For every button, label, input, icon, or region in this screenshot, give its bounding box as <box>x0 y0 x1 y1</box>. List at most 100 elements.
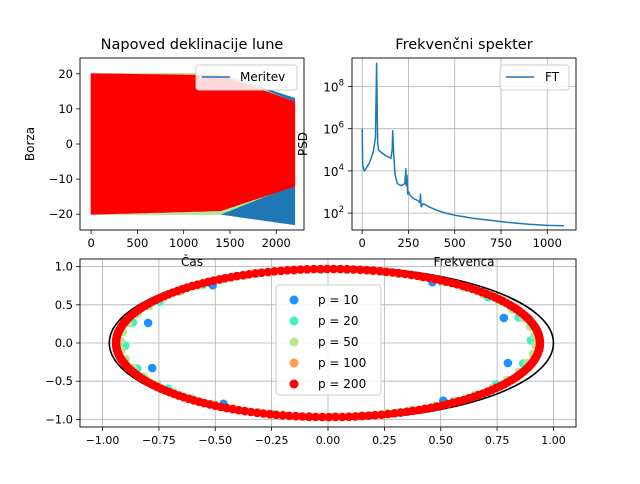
approximation-x-tick-label: 0.50 <box>428 434 453 447</box>
declination-series-band-2 <box>90 73 296 215</box>
spectrum-x-tick-label: 0 <box>359 236 366 250</box>
declination-y-tick-label: −10 <box>49 172 73 186</box>
spectrum-series-line-0 <box>361 62 565 227</box>
approximation-x-tick-label: 0.25 <box>372 434 397 447</box>
legend-label-p50: p = 50 <box>318 335 359 349</box>
declination-legend-box <box>195 64 298 91</box>
spectrum-x-tick-label: 750 <box>490 236 512 250</box>
legend-swatch-p100 <box>289 358 299 368</box>
declination-panel: Napoved deklinacije lune Borza Čas 0 500 1… <box>23 37 305 269</box>
scatter-point <box>143 318 153 328</box>
approximation-y-tick-label: 1.0 <box>55 260 73 274</box>
scatter-point <box>375 266 385 276</box>
scatter-point <box>283 266 292 275</box>
legend-label-ft: FT <box>545 70 560 84</box>
legend-label-p100: p = 100 <box>318 356 366 370</box>
scatter-point <box>336 264 345 274</box>
declination-x-tick-label: 1000 <box>169 236 198 250</box>
scatter-point <box>289 265 299 275</box>
spectrum-y-tick-label: 104 <box>323 163 344 179</box>
declination-x-axis-label: Čas <box>181 254 203 269</box>
spectrum-plot-frame <box>351 57 577 231</box>
spectrum-x-axis-label: Frekvenca <box>433 255 494 269</box>
declination-y-axis-label: Borza <box>23 127 37 161</box>
scatter-point <box>357 411 367 421</box>
approximation-x-tick-label: 0.00 <box>316 434 341 447</box>
scatter-point <box>309 264 319 274</box>
scatter-point <box>302 265 312 274</box>
declination-y-tick-label: 0 <box>66 137 73 151</box>
approximation-y-tick-label: −0.5 <box>45 374 73 388</box>
scatter-point <box>351 412 360 421</box>
declination-ticks: 0 500 1000 1500 2000 20 10 0 −10 −20 <box>49 67 291 250</box>
scatter-point <box>284 411 294 421</box>
scatter-point <box>291 411 301 421</box>
spectrum-y-axis-label: PSD <box>296 132 310 156</box>
scatter-point <box>304 412 314 422</box>
spectrum-x-tick-label: 250 <box>397 236 419 250</box>
declination-title: Napoved deklinacije lune <box>101 37 284 53</box>
spectrum-y-tick-label: 106 <box>323 121 344 137</box>
declination-x-tick-label: 0 <box>87 236 94 250</box>
declination-legend: Meritev <box>195 64 298 91</box>
scatter-point <box>271 410 281 420</box>
scatter-point <box>252 408 262 418</box>
legend-label-p10: p = 10 <box>318 293 359 307</box>
approximation-x-tick-label: 1.00 <box>541 434 566 447</box>
declination-x-tick-label: 2000 <box>262 236 291 250</box>
scatter-point <box>324 412 334 422</box>
scatter-point <box>263 267 273 277</box>
scatter-point <box>377 410 386 420</box>
scatter-point <box>316 264 325 274</box>
scatter-point <box>503 358 513 368</box>
approximation-x-tick-label: 0.75 <box>485 434 510 447</box>
scatter-point <box>259 409 268 418</box>
spectrum-marks <box>361 62 565 227</box>
approximation-x-tick-label: −0.25 <box>255 434 289 447</box>
scatter-point <box>147 363 157 373</box>
declination-y-tick-label: −20 <box>49 207 73 221</box>
declination-marks <box>90 73 296 226</box>
approximation-y-tick-label: 0.0 <box>55 336 73 350</box>
scatter-point <box>349 265 358 274</box>
approximation-ticks: −1.00 −0.75 −0.50 −0.25 0.00 0.25 0.50 0.75 1.00… <box>45 260 566 447</box>
scatter-point <box>276 266 286 276</box>
spectrum-y-tick-label: 102 <box>323 205 344 221</box>
scatter-point <box>499 313 509 323</box>
scatter-point <box>394 268 404 278</box>
scatter-point <box>381 267 391 277</box>
approximation-y-tick-label: −1.0 <box>45 412 73 426</box>
scatter-point <box>337 412 347 422</box>
approximation-x-tick-label: −0.50 <box>198 434 232 447</box>
approximation-x-tick-label: −1.00 <box>86 434 120 447</box>
approximation-y-tick-label: 0.5 <box>55 298 73 312</box>
spectrum-y-tick-label: 108 <box>323 78 344 94</box>
scatter-point <box>383 409 393 419</box>
scatter-point <box>525 315 534 325</box>
scatter-point <box>257 268 266 278</box>
scatter-point <box>388 268 397 277</box>
scatter-point <box>362 265 372 275</box>
series-p200 <box>111 264 545 422</box>
approximation-legend-box <box>275 284 382 396</box>
legend-swatch-p50 <box>289 337 299 347</box>
scatter-point <box>278 411 288 420</box>
legend-swatch-p20 <box>289 316 299 326</box>
scatter-point <box>265 409 275 419</box>
scatter-point <box>311 412 320 422</box>
declination-y-tick-label: 10 <box>58 102 73 116</box>
declination-x-tick-label: 500 <box>126 236 148 250</box>
spectrum-x-tick-label: 500 <box>444 236 466 250</box>
spectrum-panel: Frekvenčni spekter PSD Frekvenca 0 250 500… <box>296 37 577 269</box>
scatter-point <box>355 265 365 275</box>
approximation-x-tick-label: −0.75 <box>142 434 176 447</box>
scatter-point <box>370 410 380 420</box>
scatter-point <box>390 409 399 418</box>
legend-label-p20: p = 20 <box>318 314 359 328</box>
legend-swatch-p200 <box>289 379 299 389</box>
scatter-point <box>364 411 373 421</box>
scatter-point <box>322 264 332 274</box>
spectrum-ticks: 0 250 500 750 1000 108 106 104 102 <box>323 78 562 250</box>
scatter-point <box>344 412 354 422</box>
